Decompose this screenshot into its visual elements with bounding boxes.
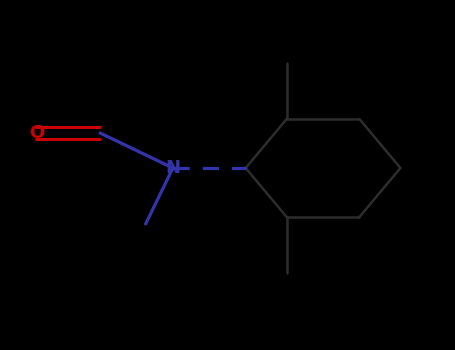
Text: N: N (166, 159, 180, 177)
Text: O: O (29, 124, 44, 142)
